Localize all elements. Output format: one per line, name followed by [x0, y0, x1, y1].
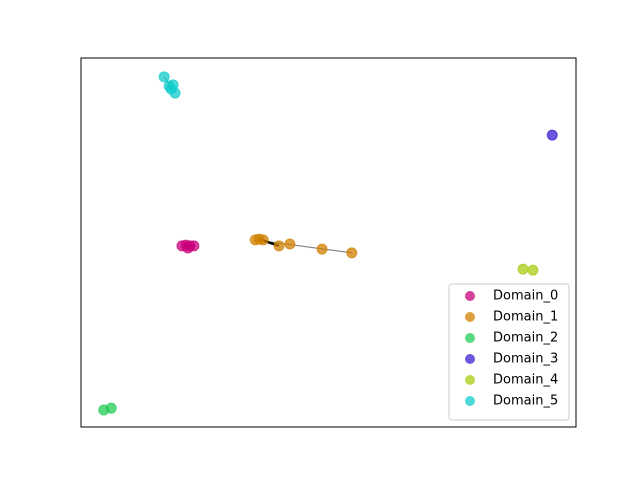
point: [273, 240, 285, 252]
legend-box: [448, 283, 570, 421]
point: [284, 238, 296, 250]
legend-label: Domain_4: [493, 373, 558, 388]
point: [182, 242, 194, 254]
point: [257, 234, 269, 246]
legend-label: Domain_0: [493, 289, 558, 304]
legend-marker: [465, 396, 475, 406]
point: [316, 243, 328, 255]
legend-marker: [465, 291, 475, 301]
legend-label: Domain_3: [493, 352, 558, 367]
point: [517, 263, 529, 275]
legend-marker: [465, 333, 475, 343]
point: [158, 71, 170, 83]
legend-marker: [465, 312, 475, 322]
legend-marker: [465, 375, 475, 385]
legend-label: Domain_2: [493, 331, 558, 346]
point: [105, 402, 117, 414]
point: [346, 247, 358, 259]
plot-frame: [80, 57, 577, 428]
point: [169, 87, 181, 99]
point: [527, 264, 539, 276]
legend: Domain_0 Domain_1 Domain_2 Domain_3 Domain_4…: [448, 283, 570, 421]
point: [546, 129, 558, 141]
legend-label: Domain_1: [493, 310, 558, 325]
legend-label: Domain_5: [493, 394, 558, 409]
legend-marker: [465, 354, 475, 364]
